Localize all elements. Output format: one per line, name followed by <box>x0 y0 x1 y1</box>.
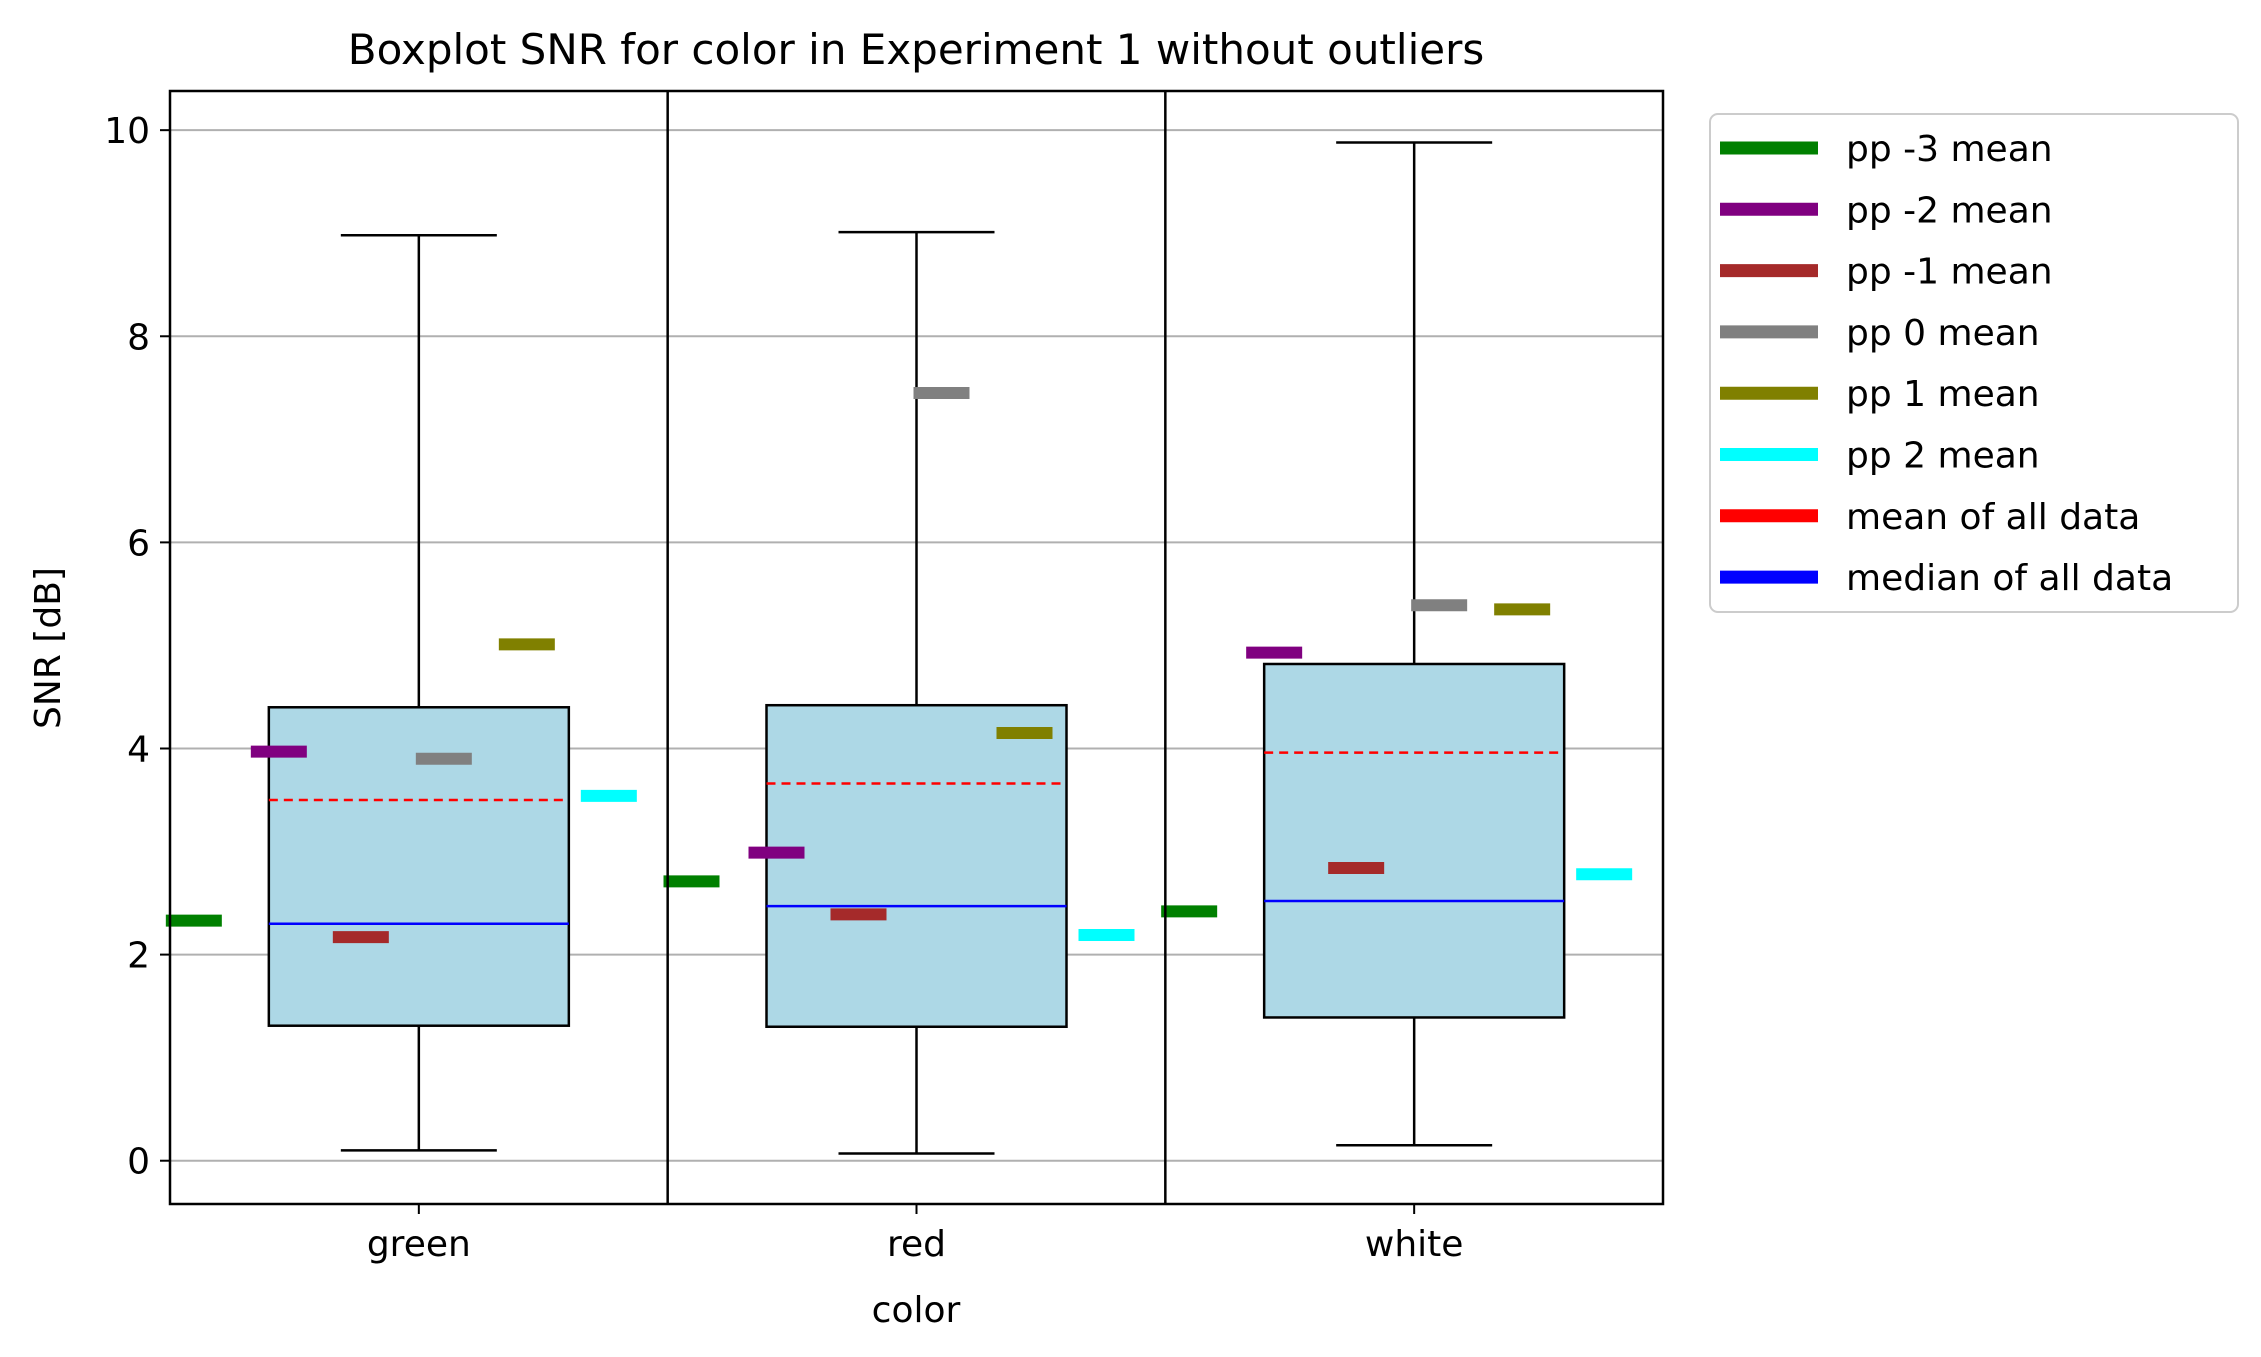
legend-label: pp 0 mean <box>1846 313 2040 354</box>
legend-label: median of all data <box>1846 558 2173 599</box>
y-tick-label: 4 <box>127 729 150 770</box>
chart-title: Boxplot SNR for color in Experiment 1 wi… <box>348 25 1484 74</box>
group-dividers <box>666 91 1167 1204</box>
legend-label: pp 2 mean <box>1846 436 2040 477</box>
legend: pp -3 mean pp -2 mean pp -1 mean pp 0 mean p… <box>1709 113 2239 613</box>
legend-label: pp -3 mean <box>1846 129 2053 170</box>
y-tick-label: 8 <box>127 317 150 358</box>
box-iqr <box>765 703 1068 1028</box>
x-axis-ticks: green red white <box>367 1204 1464 1265</box>
legend-label: pp -2 mean <box>1846 190 2053 231</box>
x-axis-label: color <box>872 1290 961 1331</box>
legend-label: pp -1 mean <box>1846 252 2053 293</box>
y-tick-label: 0 <box>127 1142 150 1183</box>
y-axis-ticks: 0 2 4 6 8 10 <box>104 111 170 1183</box>
box-green <box>267 234 571 1152</box>
y-axis-label: SNR [dB] <box>28 567 69 729</box>
y-tick-label: 2 <box>127 936 150 977</box>
plot-area <box>165 141 1633 1155</box>
y-tick-label: 6 <box>127 523 150 564</box>
box-red <box>765 230 1068 1155</box>
x-tick-label: white <box>1365 1224 1464 1265</box>
x-tick-label: red <box>887 1224 946 1265</box>
legend-label: pp 1 mean <box>1846 374 2040 415</box>
legend-label: mean of all data <box>1846 497 2140 538</box>
y-tick-label: 10 <box>104 111 150 152</box>
x-tick-label: green <box>367 1224 471 1265</box>
box-iqr <box>1262 662 1566 1019</box>
legend-frame <box>1709 113 2239 613</box>
box-white <box>1262 141 1566 1147</box>
